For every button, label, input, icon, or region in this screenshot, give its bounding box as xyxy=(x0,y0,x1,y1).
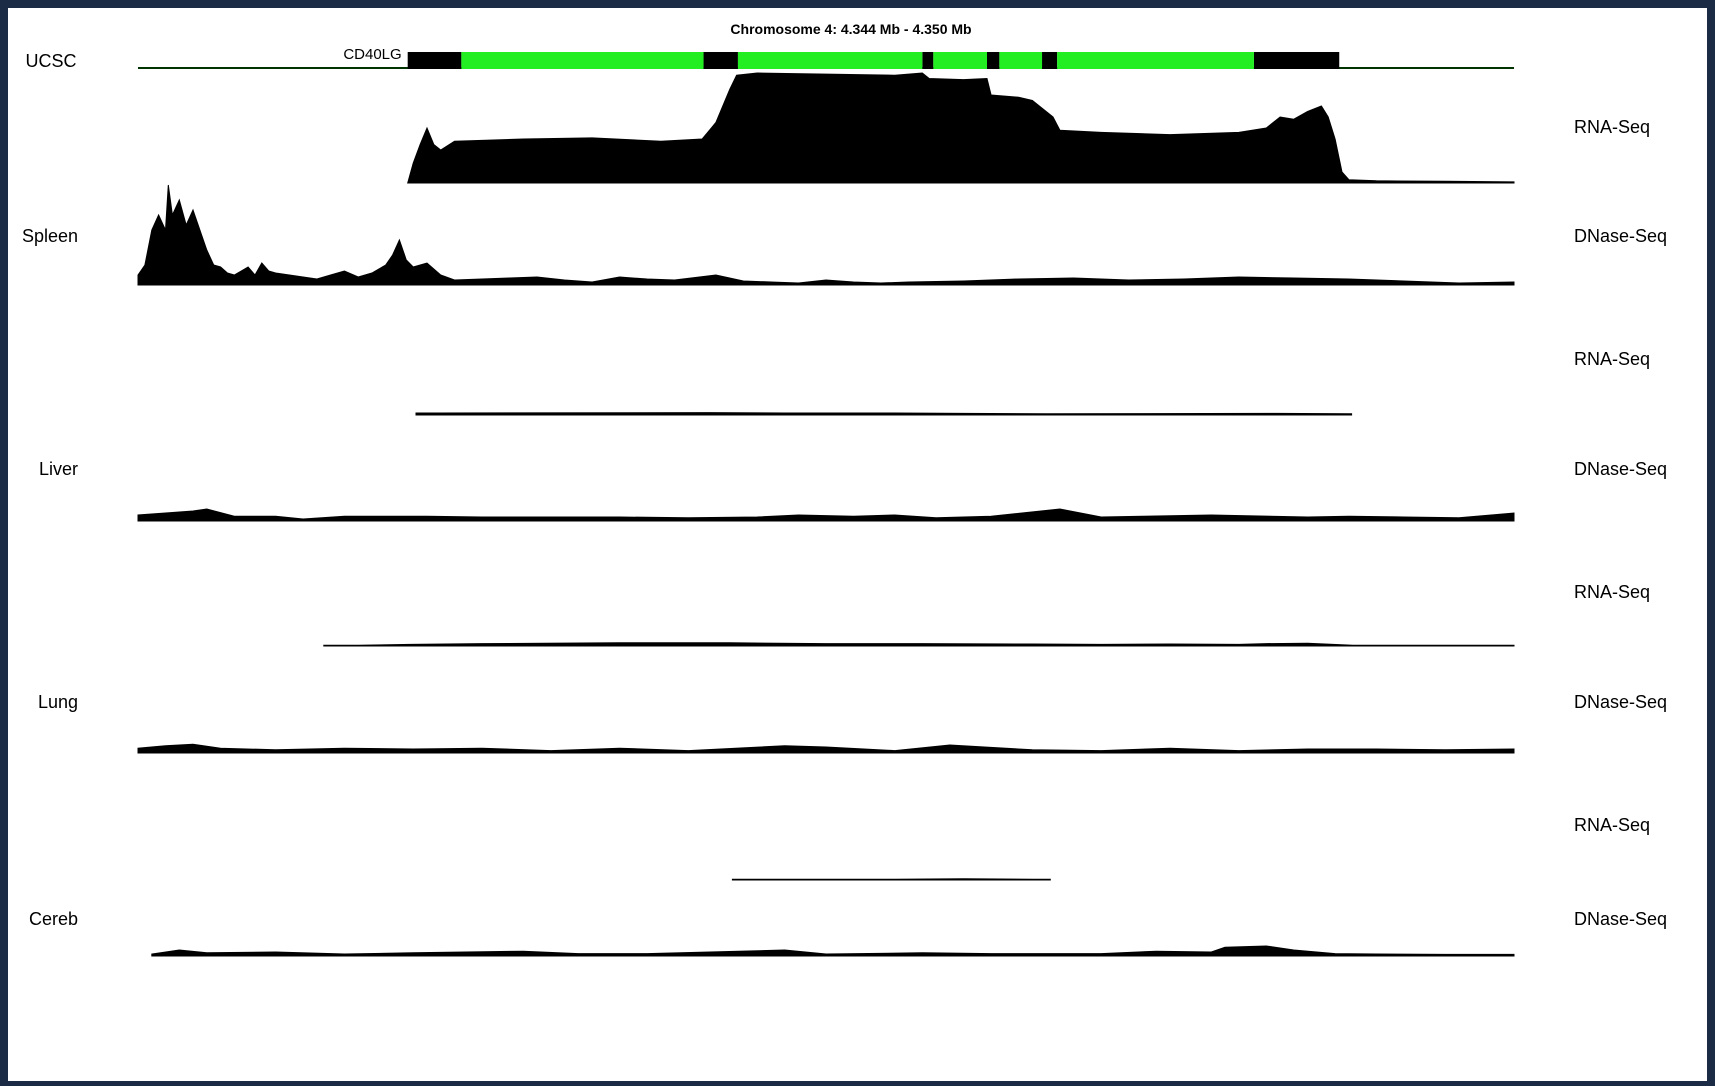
track-assay-label: RNA-Seq xyxy=(1574,349,1650,369)
gene-utr-block xyxy=(1253,52,1340,69)
track-tissue-label: Lung xyxy=(38,692,78,712)
gene-model xyxy=(407,52,1340,69)
track-assay-label: DNase-Seq xyxy=(1574,692,1667,712)
gene-utr-block xyxy=(1042,52,1058,69)
track-assay-label: RNA-Seq xyxy=(1574,582,1650,602)
track-rna-seq-signal xyxy=(407,72,1515,184)
track-lung-dnase-seq-signal xyxy=(137,743,1515,754)
track-assay-label: RNA-Seq xyxy=(1574,815,1650,835)
track-assay-label: DNase-Seq xyxy=(1574,459,1667,479)
gene-utr-block xyxy=(407,52,462,69)
signal-tracks: RNA-Seq Spleen DNase-Seq RNA-Seq Liver DNase-… xyxy=(22,72,1667,957)
track-rna-seq-signal xyxy=(415,412,1353,416)
track-tissue-label: Liver xyxy=(39,459,78,479)
gene-utr-block xyxy=(986,52,1000,69)
track-liver-dnase-seq-signal xyxy=(137,508,1515,522)
track-tissue-label: Cereb xyxy=(29,909,78,929)
gene-exon-block xyxy=(461,52,704,69)
track-rna-seq-signal xyxy=(323,642,1515,647)
gene-name-label: CD40LG xyxy=(343,46,401,63)
genome-tracks-chart: Chromosome 4: 4.344 Mb - 4.350 Mb UCSC C… xyxy=(22,21,1667,957)
gene-utr-block xyxy=(922,52,934,69)
genome-browser-panel: Chromosome 4: 4.344 Mb - 4.350 Mb UCSC C… xyxy=(8,8,1707,1081)
gene-exon-block xyxy=(933,52,987,69)
track-assay-label: DNase-Seq xyxy=(1574,909,1667,929)
track-assay-label: DNase-Seq xyxy=(1574,226,1667,246)
gene-exon-block xyxy=(1057,52,1254,69)
gene-utr-block xyxy=(703,52,738,69)
gene-exon-block xyxy=(999,52,1043,69)
track-assay-label: RNA-Seq xyxy=(1574,117,1650,137)
track-cereb-dnase-seq-signal xyxy=(151,945,1515,957)
chart-title: Chromosome 4: 4.344 Mb - 4.350 Mb xyxy=(730,21,971,37)
gene-track-label: UCSC xyxy=(25,51,76,71)
track-spleen-dnase-seq-signal xyxy=(137,184,1515,286)
track-tissue-label: Spleen xyxy=(22,226,78,246)
gene-exon-block xyxy=(737,52,923,69)
track-rna-seq-signal xyxy=(731,878,1051,881)
